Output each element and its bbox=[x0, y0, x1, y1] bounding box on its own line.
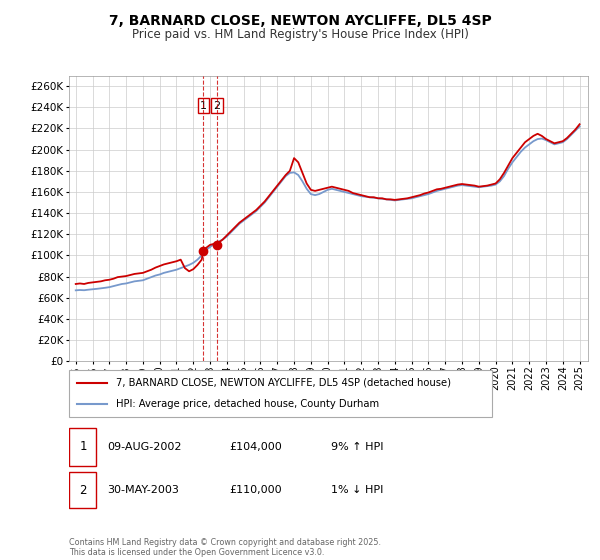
Text: 7, BARNARD CLOSE, NEWTON AYCLIFFE, DL5 4SP (detached house): 7, BARNARD CLOSE, NEWTON AYCLIFFE, DL5 4… bbox=[116, 378, 451, 388]
Text: £104,000: £104,000 bbox=[230, 442, 283, 451]
Text: Price paid vs. HM Land Registry's House Price Index (HPI): Price paid vs. HM Land Registry's House … bbox=[131, 28, 469, 41]
FancyBboxPatch shape bbox=[69, 472, 97, 507]
FancyBboxPatch shape bbox=[69, 428, 97, 465]
Text: 1: 1 bbox=[200, 101, 207, 110]
Text: 1: 1 bbox=[79, 440, 87, 453]
Text: HPI: Average price, detached house, County Durham: HPI: Average price, detached house, Coun… bbox=[116, 399, 379, 409]
Text: 2: 2 bbox=[214, 101, 221, 110]
FancyBboxPatch shape bbox=[69, 370, 492, 417]
Text: Contains HM Land Registry data © Crown copyright and database right 2025.
This d: Contains HM Land Registry data © Crown c… bbox=[69, 538, 381, 557]
Text: 1% ↓ HPI: 1% ↓ HPI bbox=[331, 485, 383, 495]
Text: 9% ↑ HPI: 9% ↑ HPI bbox=[331, 442, 384, 451]
Text: 7, BARNARD CLOSE, NEWTON AYCLIFFE, DL5 4SP: 7, BARNARD CLOSE, NEWTON AYCLIFFE, DL5 4… bbox=[109, 14, 491, 28]
Text: 09-AUG-2002: 09-AUG-2002 bbox=[107, 442, 182, 451]
Text: £110,000: £110,000 bbox=[230, 485, 283, 495]
Text: 30-MAY-2003: 30-MAY-2003 bbox=[107, 485, 179, 495]
Text: 2: 2 bbox=[79, 483, 87, 497]
